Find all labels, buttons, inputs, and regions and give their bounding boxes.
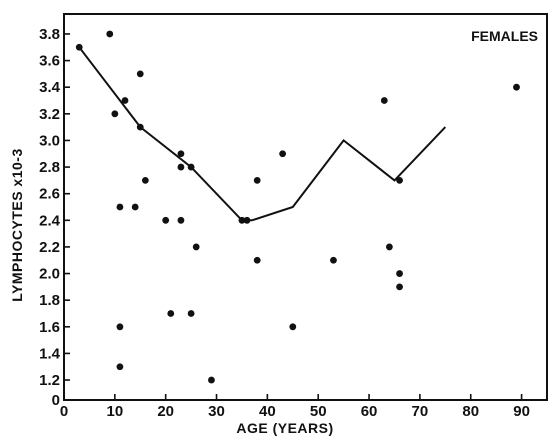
y-tick-label: 3.8 — [39, 26, 60, 43]
data-point — [253, 256, 261, 264]
data-point — [187, 310, 195, 317]
x-axis-label: AGE (YEARS) — [236, 420, 333, 436]
data-point — [116, 203, 124, 211]
data-point — [289, 323, 297, 331]
y-tick-label: 1.4 — [39, 345, 61, 362]
data-point — [192, 243, 200, 251]
data-point — [513, 83, 520, 91]
x-tick-label: 20 — [157, 403, 174, 420]
data-point — [396, 176, 403, 184]
x-tick-label: 30 — [208, 403, 225, 420]
data-point — [279, 150, 287, 158]
data-point — [111, 110, 119, 118]
data-point — [330, 256, 337, 264]
data-point — [131, 203, 139, 211]
x-tick-label: 40 — [259, 403, 276, 420]
data-point — [75, 43, 83, 51]
y-tick-label: 2.4 — [39, 212, 61, 229]
data-point — [396, 283, 403, 291]
y-tick-label: 3.6 — [39, 53, 60, 70]
y-tick-label: 3.4 — [39, 79, 61, 96]
y-tick-label: 2.6 — [39, 186, 60, 203]
x-tick-label: 70 — [412, 403, 429, 420]
y-tick-label: 3.2 — [39, 106, 60, 123]
data-point — [396, 270, 403, 277]
y-axis-ticks: 0 1.2 1.4 1.6 1.8 2.0 2.2 2.4 2.6 2.8 3.0 3.2 3.4 3.6… — [39, 26, 70, 409]
data-point — [380, 97, 388, 104]
data-point — [208, 376, 215, 384]
y-tick-label: 1.2 — [39, 372, 60, 389]
data-point — [177, 163, 185, 171]
mean-trend-line — [78, 46, 447, 222]
data-point — [177, 150, 185, 158]
data-point — [106, 30, 114, 38]
data-point — [136, 123, 144, 131]
data-point — [121, 97, 129, 104]
data-point — [177, 216, 185, 224]
x-axis-ticks: 0 10 20 30 40 50 60 70 80 90 — [60, 394, 530, 420]
y-tick-label: 2.2 — [39, 239, 60, 256]
y-tick-label: 1.6 — [39, 319, 60, 336]
data-point — [243, 216, 251, 224]
x-tick-label: 90 — [513, 403, 530, 420]
legend-label: FEMALES — [471, 28, 538, 44]
scatter-points — [75, 30, 520, 384]
data-point — [187, 163, 195, 171]
data-point — [116, 323, 124, 331]
y-axis-label: LYMPHOCYTES x10-3 — [9, 148, 25, 301]
data-point — [385, 243, 393, 251]
x-tick-label: 0 — [60, 403, 68, 420]
data-point — [238, 216, 246, 224]
y-tick-label: 2.8 — [39, 159, 60, 176]
x-tick-label: 60 — [361, 403, 378, 420]
data-point — [162, 216, 170, 224]
plot-frame — [63, 13, 548, 401]
y-tick-label: 0 — [52, 392, 60, 409]
y-tick-label: 3.0 — [39, 132, 60, 149]
data-point — [116, 363, 124, 371]
data-point — [253, 176, 261, 184]
data-point — [167, 310, 175, 317]
data-point — [141, 176, 149, 184]
x-tick-label: 80 — [462, 403, 479, 420]
plot-border — [63, 13, 548, 401]
mean-trend-line-group — [78, 46, 447, 222]
data-point — [136, 70, 144, 78]
x-tick-label: 50 — [310, 403, 327, 420]
x-tick-label: 10 — [106, 403, 123, 420]
y-tick-label: 1.8 — [39, 292, 60, 309]
y-tick-label: 2.0 — [39, 266, 60, 283]
